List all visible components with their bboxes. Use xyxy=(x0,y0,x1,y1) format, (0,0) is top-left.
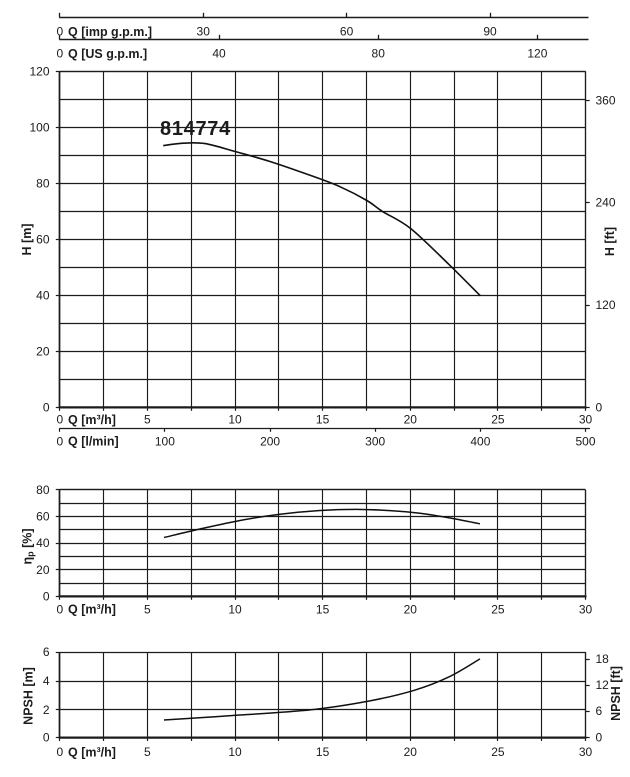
svg-text:20: 20 xyxy=(404,745,418,759)
svg-text:ηp [%]: ηp [%] xyxy=(21,528,36,564)
svg-text:120: 120 xyxy=(596,298,616,312)
svg-text:H [ft]: H [ft] xyxy=(603,227,617,256)
svg-text:200: 200 xyxy=(260,434,280,448)
svg-text:40: 40 xyxy=(36,289,50,303)
svg-text:15: 15 xyxy=(316,413,330,427)
svg-text:300: 300 xyxy=(365,434,385,448)
svg-text:20: 20 xyxy=(404,413,418,427)
svg-text:120: 120 xyxy=(527,47,547,61)
svg-text:0: 0 xyxy=(56,745,63,759)
svg-text:240: 240 xyxy=(596,196,616,210)
svg-text:Q [m³/h]: Q [m³/h] xyxy=(68,745,116,759)
svg-text:60: 60 xyxy=(36,510,50,524)
svg-text:0: 0 xyxy=(43,731,50,745)
svg-text:20: 20 xyxy=(36,345,50,359)
svg-text:0: 0 xyxy=(56,434,63,448)
svg-text:40: 40 xyxy=(36,536,50,550)
svg-text:20: 20 xyxy=(404,602,418,616)
svg-text:0: 0 xyxy=(596,401,603,415)
svg-text:6: 6 xyxy=(43,645,50,659)
svg-text:10: 10 xyxy=(228,745,242,759)
svg-text:120: 120 xyxy=(29,65,49,79)
svg-text:Q [imp g.p.m.]: Q [imp g.p.m.] xyxy=(68,25,152,39)
svg-text:0: 0 xyxy=(596,731,603,745)
svg-text:90: 90 xyxy=(483,24,497,38)
svg-text:30: 30 xyxy=(579,413,593,427)
svg-text:100: 100 xyxy=(29,121,49,135)
svg-text:0: 0 xyxy=(43,590,50,604)
svg-text:30: 30 xyxy=(579,602,593,616)
svg-text:25: 25 xyxy=(491,602,505,616)
svg-text:Q [m³/h]: Q [m³/h] xyxy=(68,603,116,617)
svg-text:80: 80 xyxy=(36,177,50,191)
svg-text:80: 80 xyxy=(372,47,386,61)
svg-text:0: 0 xyxy=(43,401,50,415)
svg-text:10: 10 xyxy=(228,413,242,427)
svg-text:18: 18 xyxy=(596,652,610,666)
svg-text:0: 0 xyxy=(56,24,63,38)
svg-text:15: 15 xyxy=(316,745,330,759)
svg-text:40: 40 xyxy=(212,47,226,61)
svg-text:0: 0 xyxy=(56,602,63,616)
svg-text:0: 0 xyxy=(56,47,63,61)
svg-text:25: 25 xyxy=(491,413,505,427)
svg-text:Q [m³/h]: Q [m³/h] xyxy=(68,413,116,427)
svg-text:10: 10 xyxy=(228,602,242,616)
svg-text:60: 60 xyxy=(340,24,354,38)
svg-text:814774: 814774 xyxy=(160,118,231,140)
svg-text:NPSH [ft]: NPSH [ft] xyxy=(609,666,623,721)
svg-text:5: 5 xyxy=(144,413,151,427)
svg-text:15: 15 xyxy=(316,602,330,616)
svg-text:Q [l/min]: Q [l/min] xyxy=(68,435,119,449)
svg-text:6: 6 xyxy=(596,704,603,718)
svg-text:H [m]: H [m] xyxy=(20,224,34,256)
svg-text:80: 80 xyxy=(36,483,50,497)
svg-text:25: 25 xyxy=(491,745,505,759)
svg-text:500: 500 xyxy=(575,434,595,448)
svg-text:2: 2 xyxy=(43,703,50,717)
svg-text:30: 30 xyxy=(197,24,211,38)
svg-text:20: 20 xyxy=(36,563,50,577)
svg-text:0: 0 xyxy=(56,413,63,427)
svg-text:4: 4 xyxy=(43,674,50,688)
svg-text:100: 100 xyxy=(155,434,175,448)
svg-text:Q [US g.p.m.]: Q [US g.p.m.] xyxy=(68,47,147,61)
svg-text:5: 5 xyxy=(144,602,151,616)
svg-text:30: 30 xyxy=(579,745,593,759)
svg-text:360: 360 xyxy=(596,93,616,107)
svg-text:5: 5 xyxy=(144,745,151,759)
svg-text:400: 400 xyxy=(470,434,490,448)
svg-text:NPSH [m]: NPSH [m] xyxy=(21,667,35,725)
svg-text:12: 12 xyxy=(596,678,610,692)
svg-text:60: 60 xyxy=(36,233,50,247)
